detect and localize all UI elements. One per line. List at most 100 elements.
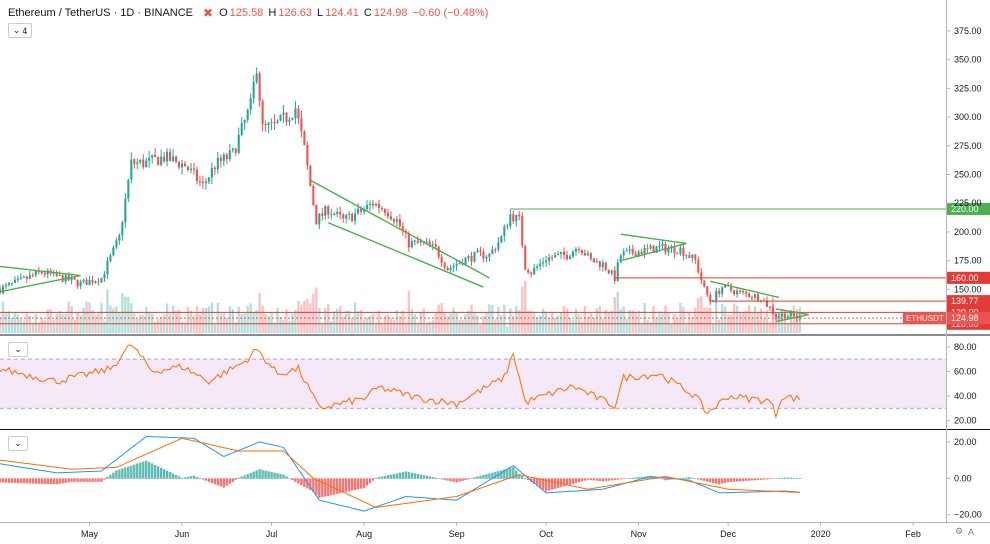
volume-bar bbox=[153, 322, 157, 333]
candle-body bbox=[285, 112, 288, 122]
macd-hist-bar bbox=[509, 467, 512, 479]
macd-hist-bar bbox=[58, 478, 61, 484]
macd-hist-bar bbox=[398, 472, 402, 479]
candle-body bbox=[509, 214, 512, 227]
candle-body bbox=[449, 267, 452, 271]
macd-hist-bar bbox=[207, 478, 211, 482]
trendline bbox=[775, 308, 809, 316]
candle-body bbox=[756, 294, 760, 301]
volume-bar bbox=[628, 309, 631, 333]
candle-body bbox=[673, 246, 676, 254]
volume-bar bbox=[151, 313, 154, 333]
volume-bar bbox=[625, 319, 628, 333]
macd-hist-bar bbox=[198, 477, 202, 479]
symbol-title[interactable]: Ethereum / TetherUS · 1D · BINANCE bbox=[8, 7, 194, 19]
candle-body bbox=[464, 257, 467, 265]
candle-body bbox=[225, 154, 228, 160]
volume-bar bbox=[455, 312, 458, 333]
volume-bar bbox=[601, 319, 605, 333]
macd-hist-bar bbox=[291, 478, 294, 481]
candle-body bbox=[136, 162, 139, 164]
volume-bar bbox=[297, 300, 300, 333]
candle-body bbox=[61, 274, 64, 282]
candle-body bbox=[366, 204, 369, 210]
macd-hist-bar bbox=[285, 476, 288, 479]
volume-bar bbox=[437, 304, 440, 333]
candle-body bbox=[557, 253, 560, 256]
volume-bar bbox=[473, 311, 476, 333]
macd-hist-bar bbox=[195, 476, 199, 479]
volume-bar bbox=[535, 317, 539, 333]
candle-body bbox=[431, 244, 434, 246]
candle-body bbox=[551, 257, 554, 259]
macd-hist-bar bbox=[353, 478, 357, 490]
settings-gear-icon[interactable]: ⚙ bbox=[955, 526, 964, 536]
volume-bar bbox=[359, 309, 363, 333]
volume-bar bbox=[688, 312, 691, 333]
volume-bar bbox=[715, 295, 718, 333]
trendline bbox=[775, 313, 809, 323]
candle-body bbox=[172, 156, 175, 161]
close-icon[interactable]: ✖ bbox=[203, 6, 214, 20]
level-price-tag bbox=[947, 271, 990, 284]
candle-body bbox=[231, 148, 234, 151]
macd-hist-bar bbox=[0, 478, 2, 483]
volume-bar bbox=[315, 287, 318, 333]
level-price-label: 220.00 bbox=[951, 204, 979, 214]
candle-body bbox=[306, 144, 309, 166]
macd-hist-bar bbox=[547, 478, 551, 491]
volume-bar bbox=[479, 324, 482, 333]
macd-hist-bar bbox=[610, 478, 613, 481]
candle-body bbox=[747, 293, 751, 297]
macd-hist-bar bbox=[562, 478, 566, 487]
macd-hist-bar bbox=[368, 478, 372, 484]
volume-bar bbox=[222, 312, 226, 333]
price-tick-label: 350.00 bbox=[954, 55, 982, 65]
macd-hist-bar bbox=[142, 461, 145, 479]
candle-body bbox=[139, 159, 142, 163]
volume-bar bbox=[246, 305, 249, 333]
candle-body bbox=[518, 214, 521, 217]
volume-bar bbox=[565, 308, 569, 333]
volume-bar bbox=[416, 323, 419, 333]
candle-body bbox=[297, 108, 300, 119]
time-tick-label: Oct bbox=[539, 529, 554, 539]
volume-bar bbox=[52, 319, 55, 333]
candle-body bbox=[562, 251, 566, 255]
macd-pane-toggle-button[interactable]: ⌄ bbox=[8, 436, 28, 451]
volume-bar bbox=[118, 312, 121, 333]
candle-body bbox=[336, 211, 339, 215]
candle-body bbox=[792, 312, 795, 317]
auto-scale-button[interactable]: A bbox=[968, 527, 975, 537]
candle-body bbox=[601, 262, 604, 267]
candle-body bbox=[554, 255, 557, 258]
macd-hist-bar bbox=[165, 470, 169, 479]
candle-body bbox=[324, 206, 327, 216]
macd-hist-bar bbox=[136, 463, 139, 479]
macd-hist-bar bbox=[694, 478, 697, 479]
volume-bar bbox=[124, 296, 127, 333]
volume-bar bbox=[524, 280, 527, 333]
volume-bar bbox=[156, 319, 160, 333]
macd-hist-bar bbox=[228, 478, 231, 484]
volume-bar bbox=[4, 313, 8, 333]
macd-hist-bar bbox=[380, 476, 384, 479]
candle-body bbox=[348, 213, 351, 215]
candle-body bbox=[210, 167, 213, 178]
candle-body bbox=[163, 156, 166, 162]
volume-bar bbox=[148, 311, 151, 333]
time-tick-label: Jun bbox=[175, 529, 190, 539]
indicators-toggle-button[interactable]: ⌄ 4 bbox=[8, 23, 32, 38]
candle-body bbox=[371, 203, 375, 206]
rsi-pane-toggle-button[interactable]: ⌄ bbox=[8, 342, 28, 357]
candle-body bbox=[610, 270, 613, 274]
volume-bar bbox=[231, 308, 234, 333]
candle-body bbox=[255, 73, 258, 83]
candle-body bbox=[148, 157, 151, 161]
candle-body bbox=[497, 242, 500, 250]
volume-bar bbox=[732, 303, 736, 333]
macd-hist-bar bbox=[118, 469, 121, 479]
candle-body bbox=[312, 186, 315, 205]
volume-bar bbox=[723, 306, 727, 333]
